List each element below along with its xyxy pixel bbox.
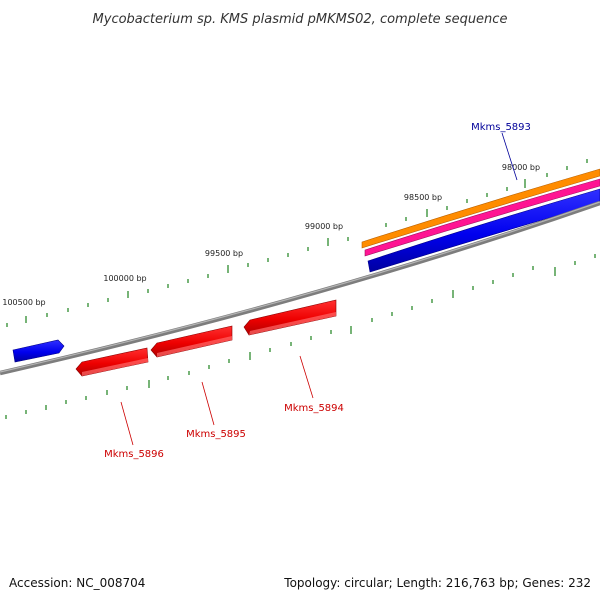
bp-label-98500: 98500 bp	[404, 193, 442, 202]
gene-label-mkms-5895[interactable]: Mkms_5895	[186, 429, 246, 440]
outer-tick-track	[6, 159, 588, 327]
bp-label-100000: 100000 bp	[103, 274, 146, 283]
gene-label-mkms-5893[interactable]: Mkms_5893	[471, 122, 531, 133]
magenta-feature-track[interactable]	[364, 178, 600, 257]
accession-text: Accession: NC_008704	[9, 576, 145, 590]
gene-mkms-5893-leader	[501, 132, 518, 181]
topology-summary-text: Topology: circular; Length: 216,763 bp; …	[283, 576, 591, 590]
gene-mkms-5896-leader	[120, 401, 134, 446]
map-title: Mycobacterium sp. KMS plasmid pMKMS02, c…	[93, 12, 508, 27]
bp-label-99000: 99000 bp	[305, 222, 343, 231]
gene-mkms-5894-arrow[interactable]	[243, 299, 337, 336]
gene-label-mkms-5894[interactable]: Mkms_5894	[284, 403, 344, 414]
bp-label-100500: 100500 bp	[2, 298, 45, 307]
small-forward-gene-arrow[interactable]	[12, 339, 65, 363]
orange-feature-track[interactable]	[361, 168, 600, 249]
bp-label-99500: 99500 bp	[205, 249, 243, 258]
gene-mkms-5895-arrow[interactable]	[150, 325, 233, 358]
bp-label-98000: 98000 bp	[502, 163, 540, 172]
gene-mkms-5893-arrow[interactable]	[367, 188, 600, 273]
plasmid-backbone	[0, 200, 600, 376]
inner-tick-track	[5, 254, 596, 419]
gene-mkms-5895-leader	[201, 381, 215, 426]
gene-mkms-5894-leader	[299, 355, 314, 399]
gene-mkms-5896-arrow[interactable]	[75, 347, 149, 377]
gene-label-mkms-5896[interactable]: Mkms_5896	[104, 449, 164, 460]
